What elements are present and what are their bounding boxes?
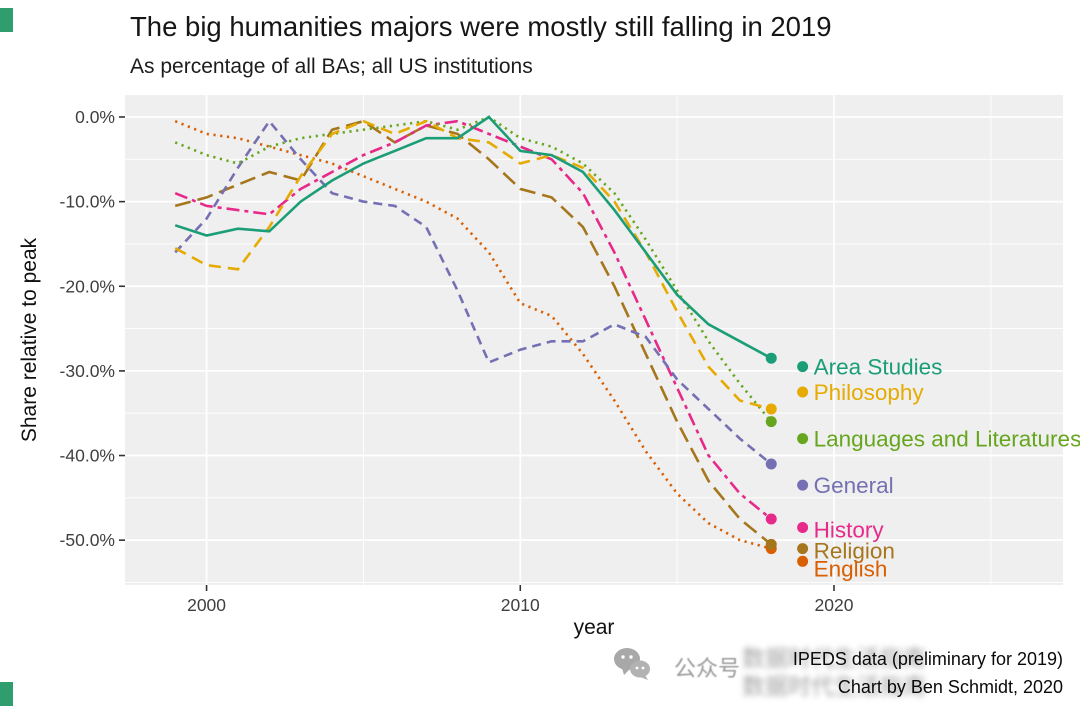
caption-line2: Chart by Ben Schmidt, 2020 [837,677,1063,697]
chart-title: The big humanities majors were mostly st… [130,11,832,42]
point-2018-languages-and-literatures [765,416,777,428]
point-2019-preliminary-religion [797,543,809,555]
point-2018-area-studies [765,352,777,364]
x-tick-label: 2020 [815,595,854,615]
series-label-languages-and-literatures: Languages and Literatures [814,427,1080,452]
x-tick-label: 2010 [501,595,540,615]
series-label-english: English [814,556,888,581]
point-2018-general [765,458,777,470]
point-2018-history [765,513,777,525]
series-label-area-studies: Area Studies [814,355,943,380]
y-tick-label: 0.0% [75,107,115,127]
point-2019-preliminary-general [797,479,809,491]
x-tick-label: 2000 [187,595,226,615]
chart-caption: IPEDS data (preliminary for 2019) Chart … [793,645,1063,701]
point-2019-preliminary-area-studies [797,361,809,373]
point-2019-preliminary-english [797,555,809,567]
corner-mark-bottom [0,682,13,706]
point-2019-preliminary-philosophy [797,386,809,398]
watermark-blur-line1: 数据时代生活指南 [742,645,926,671]
watermark-blurred-text: 数据时代生活指南 数据时代生活指南 [742,644,1067,700]
watermark-blur-line2: 数据时代生活指南 [742,673,926,699]
chart-subtitle: As percentage of all BAs; all US institu… [130,55,533,78]
point-2018-religion [765,538,777,550]
series-label-general: General [814,473,894,498]
series-label-religion: Religion [814,539,895,564]
y-axis-title-wrap: Share relative to peak [6,95,54,585]
y-tick-label: -10.0% [60,192,115,212]
series-line-english [174,119,772,550]
x-axis-title: year [573,616,615,639]
y-tick-label: -50.0% [60,530,115,550]
watermark-account-label: 公众号 [674,656,741,681]
caption-line1: IPEDS data (preliminary for 2019) [792,649,1063,669]
point-2019-preliminary-history [797,521,809,533]
y-tick-label: -40.0% [60,446,115,466]
point-2018-philosophy [765,403,777,415]
y-axis-title: Share relative to peak [18,237,42,443]
chart-panel [125,95,1063,585]
y-tick-label: -30.0% [60,361,115,381]
series-label-history: History [814,517,885,542]
series-label-philosophy: Philosophy [814,380,925,405]
point-2019-preliminary-languages-and-literatures [797,433,809,445]
corner-mark-top [0,8,13,32]
series-line-philosophy [174,119,772,411]
y-tick-label: -20.0% [60,276,115,296]
wechat-icon [614,648,650,680]
series-line-area-studies [174,115,772,360]
series-line-religion [174,119,773,546]
series-line-general [174,119,773,466]
